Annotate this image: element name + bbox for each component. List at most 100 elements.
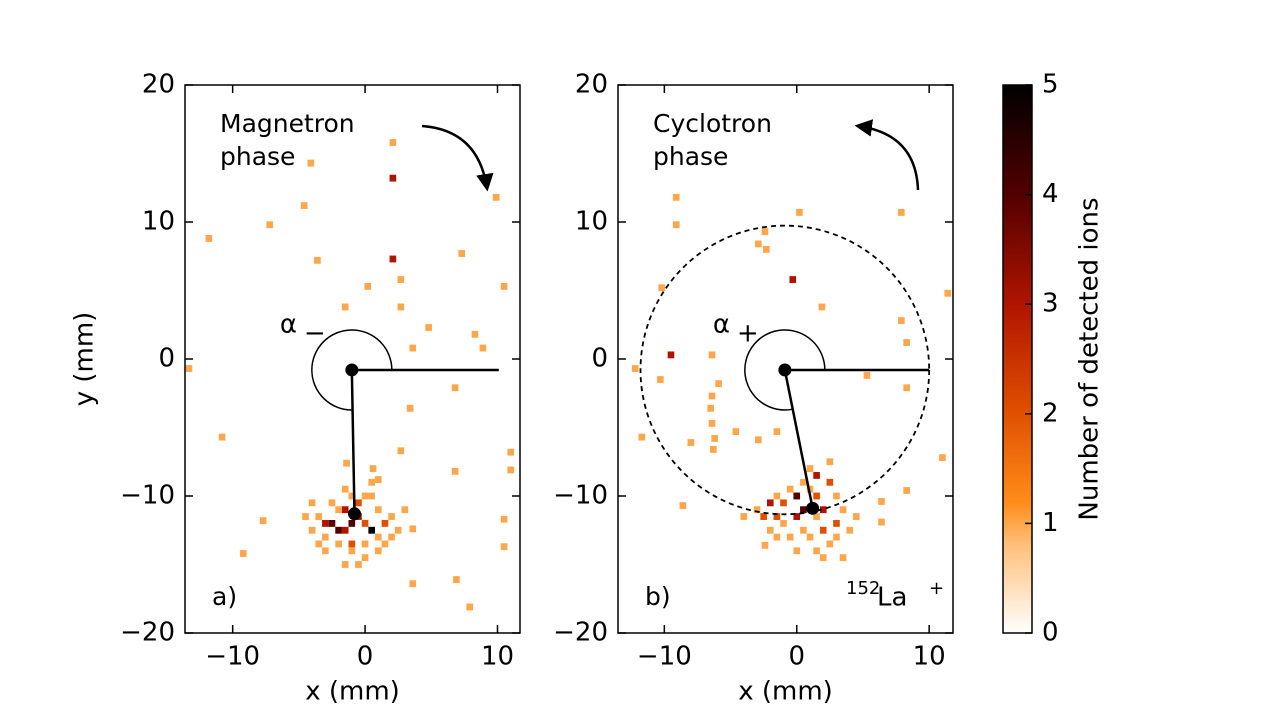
x-tick-label: 0 xyxy=(357,642,374,672)
bin xyxy=(793,492,801,500)
bin xyxy=(368,526,376,534)
bin xyxy=(898,317,905,325)
bin xyxy=(708,419,716,427)
bin xyxy=(833,533,840,541)
bin xyxy=(796,208,803,216)
bin xyxy=(307,159,315,167)
bin xyxy=(789,276,797,283)
bin xyxy=(813,513,820,520)
bin xyxy=(761,228,769,236)
bin xyxy=(409,344,417,352)
bin xyxy=(348,492,356,500)
bin xyxy=(813,472,820,479)
bin xyxy=(813,492,820,500)
bin xyxy=(397,276,405,283)
bin xyxy=(375,476,382,483)
bin xyxy=(500,282,508,290)
phase-vector xyxy=(350,369,356,514)
bin xyxy=(672,193,680,201)
y-tick-label: 10 xyxy=(142,207,175,237)
bin xyxy=(667,351,675,359)
bin xyxy=(185,365,193,373)
bin xyxy=(389,255,397,263)
bin xyxy=(361,540,369,548)
bin xyxy=(308,499,316,507)
bin xyxy=(500,543,508,551)
bin xyxy=(657,376,664,383)
bin xyxy=(839,554,847,562)
colorbar-tick-label: 0 xyxy=(1042,618,1059,648)
bin xyxy=(335,526,342,534)
bin xyxy=(466,603,473,611)
bin xyxy=(355,561,362,568)
bin xyxy=(800,526,807,534)
bin xyxy=(710,445,717,453)
x-tick-label: 10 xyxy=(913,642,946,672)
y-tick-label: 0 xyxy=(591,344,608,374)
bin xyxy=(898,208,905,216)
bin xyxy=(458,250,466,257)
angle-label: α xyxy=(280,309,297,339)
bin xyxy=(755,436,762,444)
bin xyxy=(401,506,409,514)
bin xyxy=(732,428,740,436)
bin xyxy=(451,384,459,392)
bin xyxy=(322,547,329,555)
bin xyxy=(853,513,860,520)
bin xyxy=(397,447,405,455)
y-tick-label: 20 xyxy=(142,70,175,100)
bin xyxy=(786,485,794,493)
bin xyxy=(507,466,515,474)
bin xyxy=(819,526,827,534)
bin xyxy=(762,245,770,253)
bin xyxy=(687,439,695,446)
bin xyxy=(205,235,213,242)
bin xyxy=(740,513,748,520)
bin xyxy=(355,499,362,507)
bin xyxy=(711,435,718,442)
bin xyxy=(753,506,761,514)
bin xyxy=(806,533,814,541)
phase-annotation: phase xyxy=(653,142,728,171)
bin xyxy=(780,519,787,527)
bin xyxy=(833,519,840,527)
bin xyxy=(348,519,356,527)
y-tick-label: 20 xyxy=(575,70,608,100)
bin xyxy=(846,526,854,534)
y-tick-label: −10 xyxy=(120,481,175,511)
bin xyxy=(341,526,349,534)
y-axis-label: y (mm) xyxy=(70,312,100,407)
colorbar-tick-label: 2 xyxy=(1042,398,1059,428)
bin xyxy=(631,365,639,373)
bin xyxy=(388,513,395,520)
bin xyxy=(453,576,460,583)
bin xyxy=(368,478,376,486)
bin xyxy=(813,547,820,555)
center-dot xyxy=(345,363,359,377)
bin xyxy=(315,513,323,520)
bin xyxy=(658,284,666,292)
bin xyxy=(863,372,871,379)
bin xyxy=(800,506,807,514)
colorbar-tick-label: 3 xyxy=(1042,289,1059,319)
bin xyxy=(819,554,827,562)
bin xyxy=(368,492,376,500)
panel-label: b) xyxy=(645,582,671,611)
bin xyxy=(397,303,405,311)
bin xyxy=(341,561,349,568)
bin xyxy=(761,541,769,549)
y-tick-label: 0 xyxy=(158,344,175,374)
bin xyxy=(672,221,680,229)
rotation-arrow xyxy=(854,119,920,191)
bin xyxy=(806,465,814,473)
x-tick-label: 0 xyxy=(788,642,805,672)
bin xyxy=(492,193,500,201)
bin xyxy=(341,485,349,493)
bin xyxy=(302,513,309,520)
bin xyxy=(903,384,910,392)
bin xyxy=(786,533,794,541)
bin xyxy=(389,174,397,182)
bin xyxy=(507,448,515,456)
bin xyxy=(800,478,807,486)
